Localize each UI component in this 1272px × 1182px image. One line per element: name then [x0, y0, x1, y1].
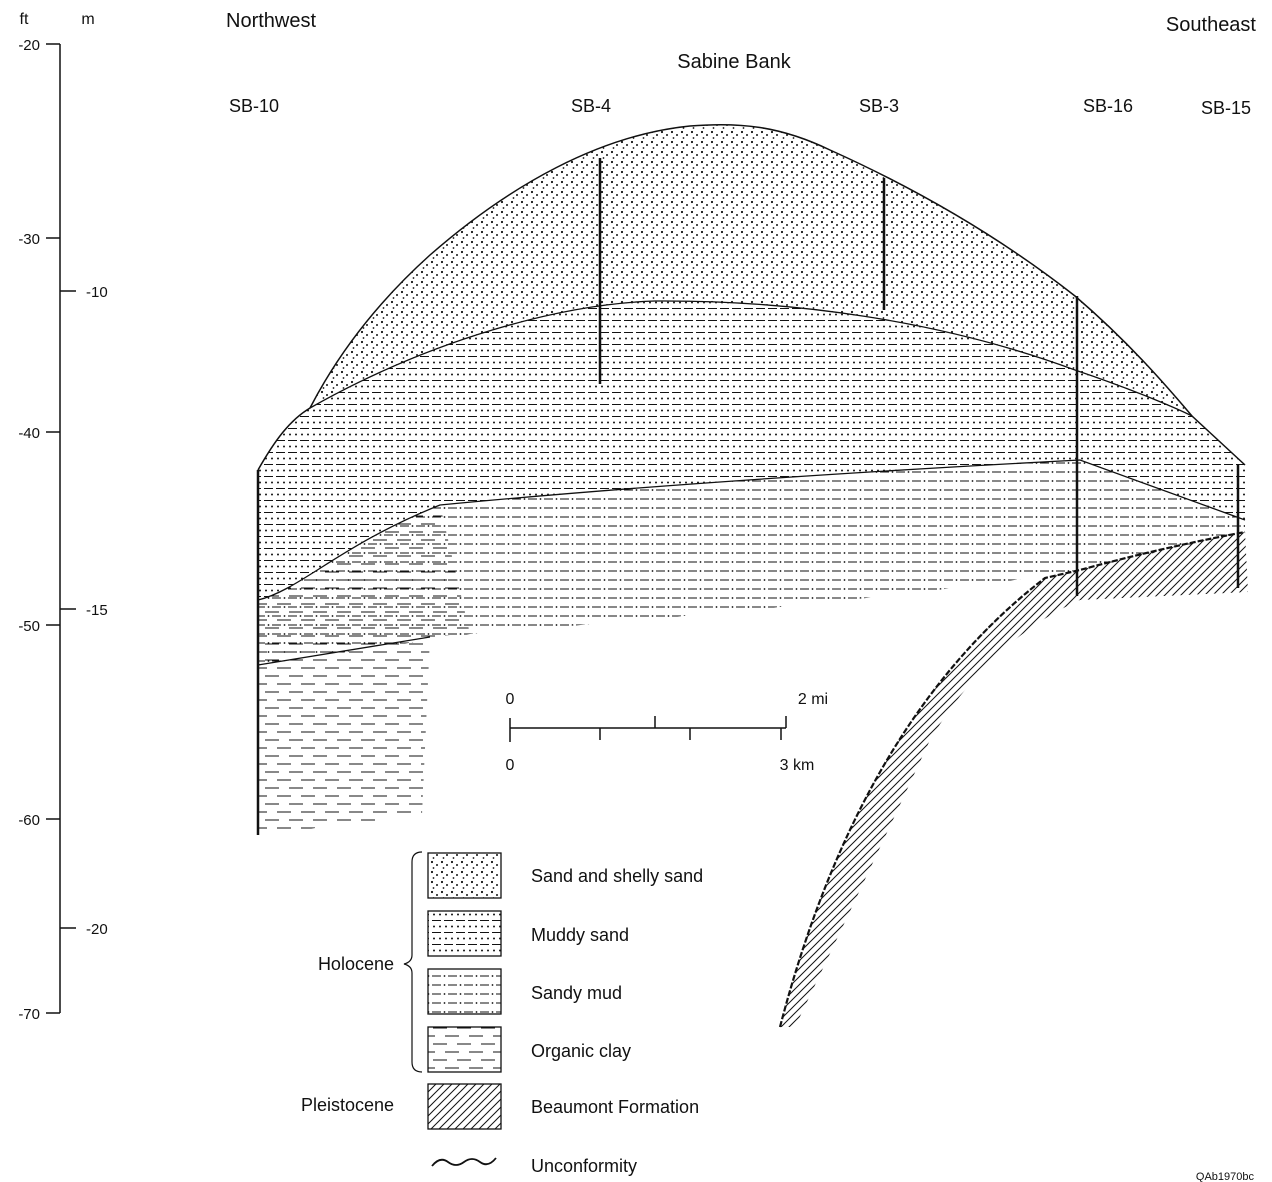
direction-northwest: Northwest [226, 10, 316, 32]
figure-code: QAb1970bc [1196, 1171, 1255, 1182]
m-tick-label: -10 [86, 284, 108, 301]
ft-tick-label: -40 [18, 425, 40, 442]
legend-swatch-beaumont [427, 1083, 502, 1130]
legend-label-muddy-sand: Muddy sand [531, 925, 629, 945]
legend-swatch-unconformity [431, 1157, 497, 1167]
sand-muddy-sand-contact [309, 300, 1193, 417]
holocene-label: Holocene [318, 954, 394, 974]
legend-label-sand: Sand and shelly sand [531, 866, 703, 886]
ft-tick-label: -30 [18, 231, 40, 248]
depth-axis: ft m -20 -30 -40 -50 -60 -70 -10 -15 -20 [18, 11, 107, 1023]
well-label-sb3: SB-3 [859, 96, 899, 116]
sandy-mud-organic-clay-contact [257, 636, 431, 666]
holocene-brace [403, 851, 423, 1073]
legend-swatch-sand [427, 852, 502, 899]
legend-label-beaumont: Beaumont Formation [531, 1097, 699, 1117]
scale-mi-start: 0 [506, 691, 515, 708]
legend-swatch-organic-clay [427, 1026, 502, 1073]
legend-label-organic-clay: Organic clay [531, 1041, 631, 1061]
scale-mi-end: 2 mi [798, 691, 828, 708]
ft-tick-label: -60 [18, 812, 40, 829]
well-label-sb10: SB-10 [229, 96, 279, 116]
muddy-sand-sandy-mud-contact [257, 459, 1246, 601]
legend-label-sandy-mud: Sandy mud [531, 983, 622, 1003]
well-label-sb16: SB-16 [1083, 96, 1133, 116]
unconformity-line [778, 530, 1246, 1028]
m-unit-label: m [81, 11, 94, 28]
scale-km-start: 0 [506, 757, 515, 774]
feature-title: Sabine Bank [677, 51, 791, 73]
well-label-sb4: SB-4 [571, 96, 611, 116]
sand-shelly-sand-unit [310, 124, 1192, 417]
legend-swatch-sandy-mud [427, 968, 502, 1015]
bank-top-surface [257, 123, 1246, 471]
m-tick-label: -15 [86, 602, 108, 619]
ft-unit-label: ft [20, 11, 29, 28]
ft-tick-label: -70 [18, 1006, 40, 1023]
ft-tick-label: -50 [18, 618, 40, 635]
muddy-sand-unit [258, 300, 1245, 600]
legend-swatch-muddy-sand [427, 910, 502, 957]
pleistocene-label: Pleistocene [301, 1095, 394, 1115]
direction-southeast: Southeast [1166, 14, 1257, 36]
well-label-sb15: SB-15 [1201, 98, 1251, 118]
scale-bar: 0 2 mi 0 3 km [506, 691, 829, 774]
ft-tick-label: -20 [18, 37, 40, 54]
m-tick-label: -20 [86, 921, 108, 938]
legend-label-unconformity: Unconformity [531, 1156, 637, 1176]
beaumont-formation-unit [780, 532, 1248, 1027]
legend: Holocene Pleistocene Sand and shelly san… [301, 851, 703, 1176]
scale-km-end: 3 km [780, 757, 815, 774]
